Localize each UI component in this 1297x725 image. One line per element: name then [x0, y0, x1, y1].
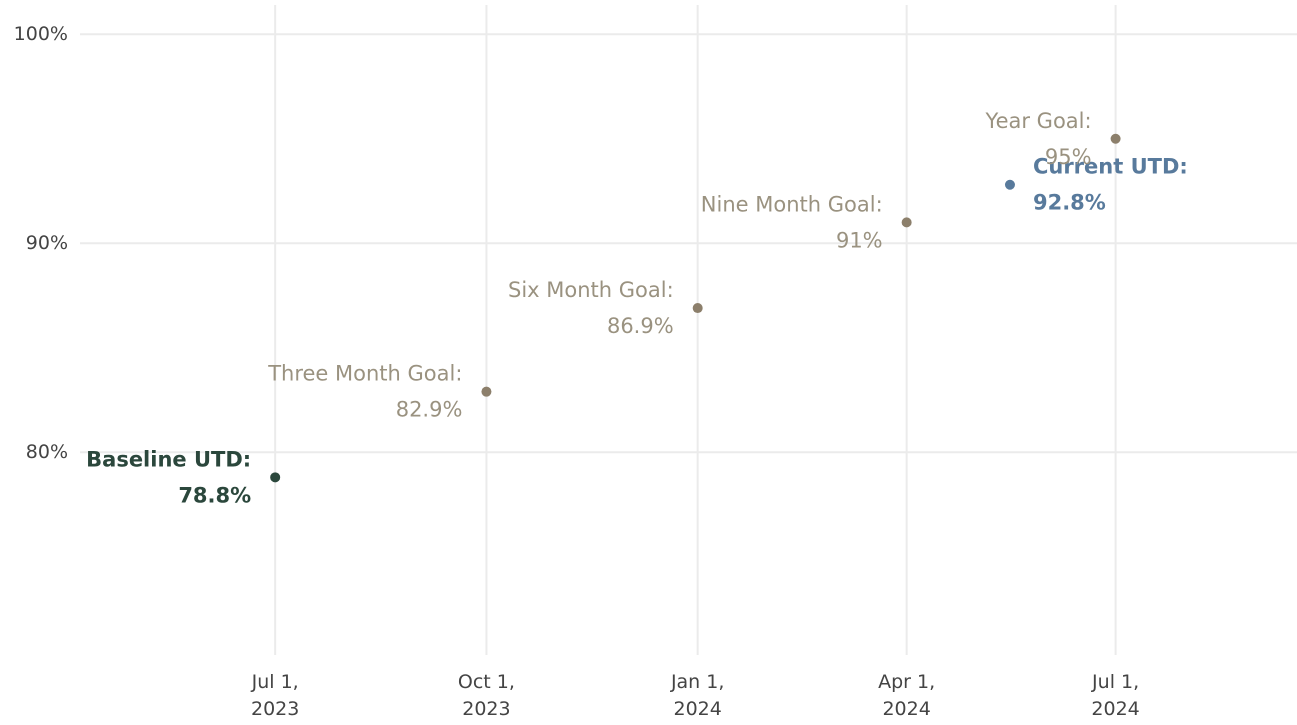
x-tick-label: Jan 1, 2024: [670, 671, 724, 720]
x-tick-label: Oct 1, 2023: [458, 671, 515, 720]
point-label: Six Month Goal:: [508, 278, 674, 302]
x-tick-line: Jan 1,: [670, 671, 724, 693]
point-label: Nine Month Goal:: [701, 192, 883, 216]
x-tick-line: 2023: [462, 698, 510, 720]
point: [1110, 133, 1121, 144]
point-label: Year Goal:: [985, 109, 1092, 133]
x-tick-line: 2023: [251, 698, 299, 720]
y-tick-label: 90%: [26, 232, 68, 254]
value-label: 86.9%: [607, 314, 674, 338]
x-tick-line: 2024: [674, 698, 722, 720]
y-tick-label: 80%: [26, 441, 68, 463]
point: [481, 386, 492, 397]
value-label: 92.8%: [1033, 191, 1106, 215]
value-label: 78.8%: [178, 483, 251, 507]
point: [692, 303, 703, 314]
point: [1004, 179, 1015, 190]
x-tick-label: Apr 1, 2024: [878, 671, 935, 720]
point-label: Current UTD:: [1033, 155, 1188, 179]
x-tick-line: Jul 1,: [1091, 671, 1139, 693]
x-tick-line: 2024: [882, 698, 930, 720]
value-label: 82.9%: [396, 398, 463, 422]
value-label: 91%: [836, 228, 883, 252]
point-label: Three Month Goal:: [267, 362, 462, 386]
point: [270, 472, 281, 483]
point: [901, 217, 912, 228]
x-tick-line: 2024: [1091, 698, 1139, 720]
x-tick-label: Jul 1, 2024: [1091, 671, 1140, 720]
x-tick-line: Apr 1,: [878, 671, 935, 693]
x-tick-label: Jul 1, 2023: [251, 671, 300, 720]
x-tick-line: Oct 1,: [458, 671, 515, 693]
point-label: Baseline UTD:: [86, 447, 251, 471]
value-label: 95%: [1045, 145, 1092, 169]
y-tick-label: 100%: [14, 23, 68, 45]
x-tick-line: Jul 1,: [251, 671, 299, 693]
